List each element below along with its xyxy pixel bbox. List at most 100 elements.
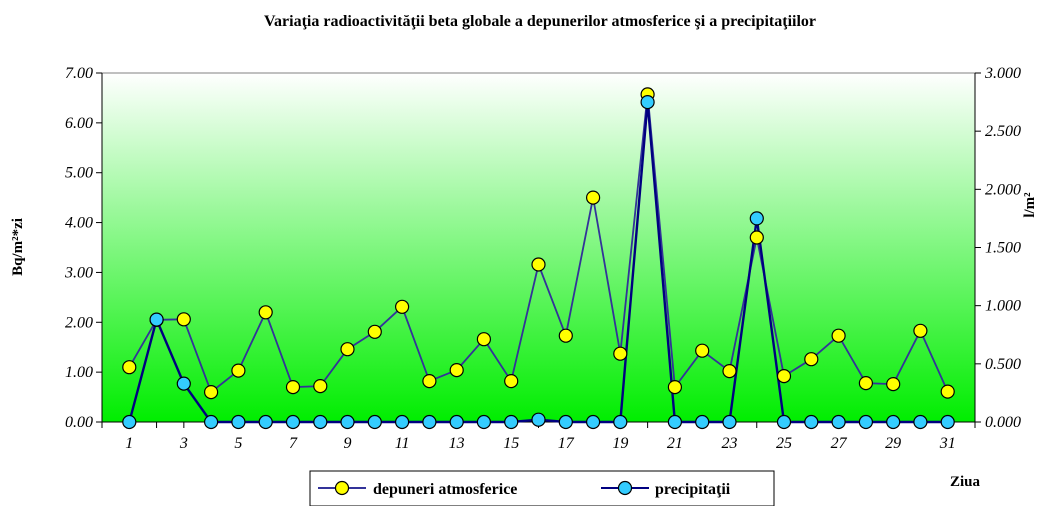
data-point-s1-day-7 — [285, 414, 301, 430]
data-point-s0-day-8 — [313, 379, 328, 394]
y2-tick-label: 3.000 — [984, 65, 1021, 82]
data-point-s0-day-27 — [831, 328, 846, 343]
data-point-s1-day-14 — [476, 414, 491, 430]
data-point-s1-day-20 — [640, 94, 655, 110]
data-point-s0-day-11 — [395, 299, 410, 314]
x-tick-label: 13 — [449, 435, 465, 452]
data-point-s1-day-25 — [776, 414, 792, 430]
data-point-s0-day-13 — [449, 363, 464, 378]
plot-area — [101, 72, 976, 423]
y-tick-label: 2.00 — [65, 314, 93, 331]
y-axis-title: Bq/m²*zi — [10, 218, 26, 276]
data-point-s1-day-26 — [804, 414, 819, 430]
data-point-s1-day-21 — [667, 414, 683, 430]
y-tick-label: 0.00 — [65, 414, 93, 431]
y2-tick-label: 2.500 — [985, 123, 1021, 140]
data-point-s0-day-30 — [913, 323, 928, 338]
data-point-s1-day-27 — [831, 414, 846, 430]
x-tick-label: 23 — [721, 435, 737, 452]
x-tick-label: 19 — [612, 435, 628, 452]
data-point-s0-day-22 — [695, 343, 710, 358]
data-point-s0-day-6 — [258, 305, 273, 320]
y-tick-label: 5.00 — [65, 165, 93, 182]
data-point-s1-day-4 — [204, 414, 219, 430]
data-point-s1-day-6 — [258, 414, 273, 430]
data-point-s1-day-2 — [149, 312, 164, 327]
y2-tick-label: 1.000 — [985, 298, 1021, 315]
data-point-s0-day-3 — [176, 312, 191, 327]
data-point-s0-day-25 — [776, 369, 792, 384]
data-point-s1-day-11 — [395, 414, 410, 430]
y-tick-label: 6.00 — [65, 115, 93, 132]
x-tick-label: 25 — [776, 435, 792, 452]
data-point-s0-day-5 — [231, 363, 246, 378]
data-point-s1-day-28 — [858, 414, 874, 430]
legend-label-depuneri: depuneri atmosferice — [373, 481, 517, 498]
data-point-s0-day-21 — [667, 380, 683, 395]
data-point-s1-day-23 — [722, 414, 737, 430]
y-tick-label: 1.00 — [65, 364, 93, 381]
data-point-s0-day-9 — [340, 342, 355, 357]
x-tick-label: 29 — [885, 435, 901, 452]
data-point-s0-day-12 — [422, 374, 437, 389]
data-point-s0-day-14 — [476, 332, 491, 347]
data-point-s1-day-12 — [422, 414, 437, 430]
x-tick-label: 31 — [939, 435, 956, 452]
data-point-s1-day-3 — [176, 376, 191, 391]
legend-box — [309, 470, 775, 506]
data-point-s0-day-18 — [585, 190, 601, 205]
x-tick-label: 27 — [831, 435, 848, 452]
y2-tick-label: 2.000 — [985, 181, 1021, 198]
data-point-s0-day-7 — [285, 380, 301, 395]
x-tick-label: 17 — [558, 435, 575, 452]
data-point-s1-day-22 — [695, 414, 710, 430]
legend-marker-precipitatii — [617, 480, 633, 496]
legend-label-precipitatii: precipitaţii — [655, 481, 731, 498]
data-point-s1-day-13 — [449, 414, 464, 430]
data-point-s0-day-31 — [940, 384, 955, 399]
legend-marker-depuneri — [334, 480, 350, 496]
x-tick-label: 1 — [125, 435, 133, 452]
y2-axis-title: l/m² — [1022, 192, 1038, 218]
data-point-s0-day-1 — [122, 360, 137, 375]
data-point-s0-day-26 — [804, 352, 819, 367]
x-tick-label: 3 — [179, 435, 188, 452]
data-point-s1-day-8 — [313, 414, 328, 430]
data-point-s1-day-15 — [504, 414, 519, 430]
series-points — [122, 87, 955, 430]
data-point-s1-day-18 — [585, 414, 601, 430]
data-point-s0-day-24 — [749, 230, 764, 245]
data-point-s0-day-10 — [367, 324, 382, 339]
data-point-s0-day-4 — [204, 385, 219, 400]
y2-tick-label: 0.500 — [985, 356, 1021, 373]
x-axis-title: Ziua — [950, 474, 981, 490]
data-point-s1-day-19 — [613, 414, 628, 430]
data-point-s1-day-17 — [558, 414, 573, 430]
data-point-s0-day-28 — [858, 376, 874, 391]
x-tick-label: 7 — [289, 435, 298, 452]
y2-tick-label: 0.000 — [985, 414, 1021, 431]
x-tick-label: 11 — [395, 435, 410, 452]
data-point-s0-day-15 — [504, 374, 519, 389]
data-point-s1-day-5 — [231, 414, 246, 430]
data-point-s0-day-29 — [886, 377, 901, 392]
data-point-s1-day-1 — [122, 414, 137, 430]
data-point-s1-day-9 — [340, 414, 355, 430]
data-point-s0-day-17 — [558, 328, 573, 343]
axes: 0.00 1.00 2.00 3.00 4.00 5.00 6.00 7.00 0.000 0.5… — [64, 65, 1021, 452]
data-point-s1-day-16 — [531, 412, 546, 427]
x-tick-label: 5 — [234, 435, 242, 452]
y2-tick-label: 1.500 — [985, 240, 1021, 257]
data-point-s0-day-19 — [613, 346, 628, 361]
data-point-s0-day-23 — [722, 364, 737, 379]
data-point-s1-day-31 — [940, 414, 955, 430]
data-point-s1-day-29 — [886, 414, 901, 430]
data-point-s0-day-16 — [531, 257, 546, 272]
data-point-s1-day-30 — [913, 414, 928, 430]
x-tick-label: 15 — [503, 435, 519, 452]
y-tick-label: 7.00 — [65, 65, 93, 82]
y-tick-label: 3.00 — [64, 264, 93, 281]
x-tick-label: 9 — [344, 435, 352, 452]
data-point-s1-day-24 — [749, 211, 764, 226]
